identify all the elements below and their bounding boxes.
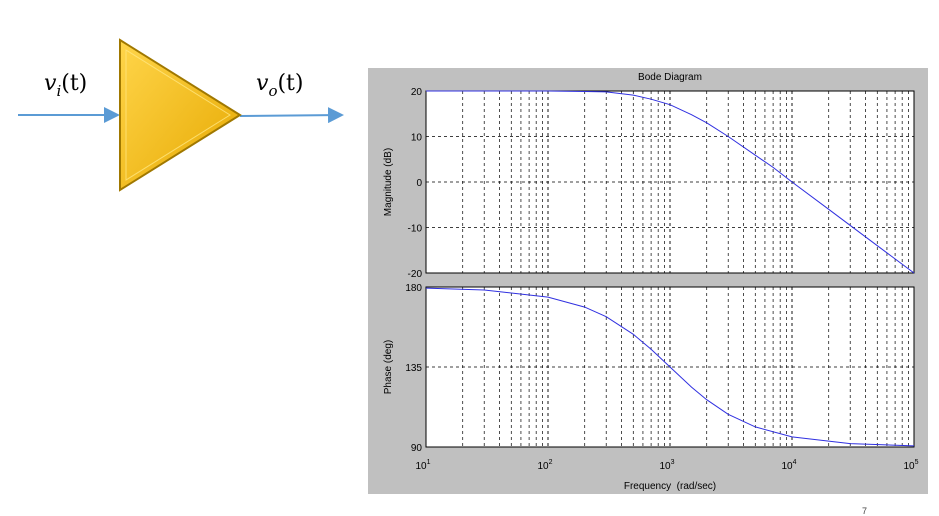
x-tick-label: 101	[415, 459, 430, 472]
x-tick-label: 105	[903, 459, 918, 472]
x-tick-labels: 101 102 103 104 105	[415, 459, 918, 472]
output-wire	[239, 107, 344, 124]
x-tick-label: 102	[537, 459, 552, 472]
y-tick-label: 90	[411, 443, 423, 454]
amplifier-bevel	[125, 49, 231, 181]
y-tick-label: 180	[405, 283, 422, 294]
phase-curve	[425, 287, 915, 447]
chart-title: Bode Diagram	[638, 72, 702, 83]
bode-figure: Bode Diagram 20 10 0 -10 -20 Magnitude (dB) …	[368, 68, 928, 494]
amplifier-triangle	[119, 38, 242, 192]
output-signal-label: vo(t)	[256, 71, 303, 100]
y-tick-label: -20	[408, 269, 423, 280]
x-tick-label: 103	[659, 459, 674, 472]
amplifier-diagram: vi(t) vo(t)	[18, 38, 344, 192]
y-tick-label: -10	[408, 224, 423, 235]
y-tick-label: 20	[411, 87, 423, 98]
phase-y-ticks: 180 135 90	[405, 283, 422, 454]
magnitude-panel: 20 10 0 -10 -20 Magnitude (dB)	[383, 87, 915, 280]
input-signal-label: vi(t)	[44, 71, 87, 100]
phase-panel: 180 135 90 Phase (deg)	[383, 283, 915, 454]
chart-xlabel: Frequency (rad/sec)	[624, 481, 716, 492]
magnitude-y-ticks: 20 10 0 -10 -20	[408, 87, 423, 280]
phase-ylabel: Phase (deg)	[383, 340, 394, 394]
magnitude-grid	[426, 91, 914, 273]
y-tick-label: 10	[411, 133, 423, 144]
magnitude-curve	[426, 90, 915, 274]
slide-number: 7	[862, 506, 868, 516]
y-tick-label: 0	[416, 178, 422, 189]
x-tick-label: 104	[781, 459, 796, 472]
magnitude-ylabel: Magnitude (dB)	[383, 148, 394, 216]
y-tick-label: 135	[405, 363, 422, 374]
